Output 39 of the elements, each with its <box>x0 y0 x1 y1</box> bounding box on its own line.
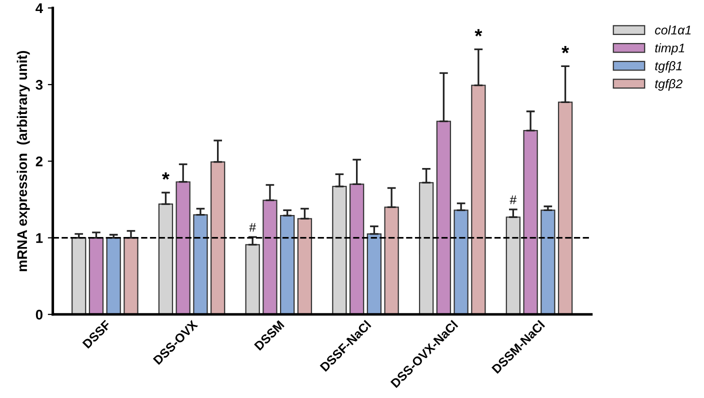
bar <box>506 216 521 314</box>
legend-label: col1α1 <box>655 25 691 35</box>
y-axis-title: mRNA expression (arbitrary unit) <box>16 51 30 272</box>
bar <box>88 237 104 314</box>
legend-label: tgfβ2 <box>655 79 682 91</box>
y-tick-label: 0 <box>36 310 43 320</box>
bar <box>436 120 452 314</box>
y-tick-label: 3 <box>36 80 43 90</box>
bar <box>471 84 486 314</box>
annotation: * <box>562 46 570 54</box>
bar <box>158 204 174 314</box>
y-tick-label: 2 <box>36 156 43 166</box>
bar <box>72 237 86 314</box>
bar <box>262 200 278 314</box>
bar <box>124 237 138 314</box>
bar <box>210 161 226 314</box>
bar <box>176 181 190 314</box>
bar <box>349 184 364 314</box>
bar <box>280 215 295 314</box>
bar <box>454 210 468 314</box>
bar <box>540 210 556 314</box>
bar <box>106 237 121 314</box>
legend-label: tgfβ1 <box>655 61 682 73</box>
y-tick-label: 4 <box>36 3 44 13</box>
bar <box>366 233 382 314</box>
bar <box>332 186 347 314</box>
legend-label: timp1 <box>655 43 684 55</box>
bar <box>558 102 573 314</box>
bar <box>193 214 208 314</box>
annotation: # <box>510 196 517 204</box>
bar <box>418 182 434 314</box>
bar <box>245 244 260 314</box>
annotation: * <box>162 172 170 180</box>
annotation: * <box>474 29 482 36</box>
bar <box>297 218 312 314</box>
bar <box>384 206 399 314</box>
y-tick-label: 1 <box>36 233 43 243</box>
bar <box>523 130 538 314</box>
annotation: # <box>249 223 256 232</box>
